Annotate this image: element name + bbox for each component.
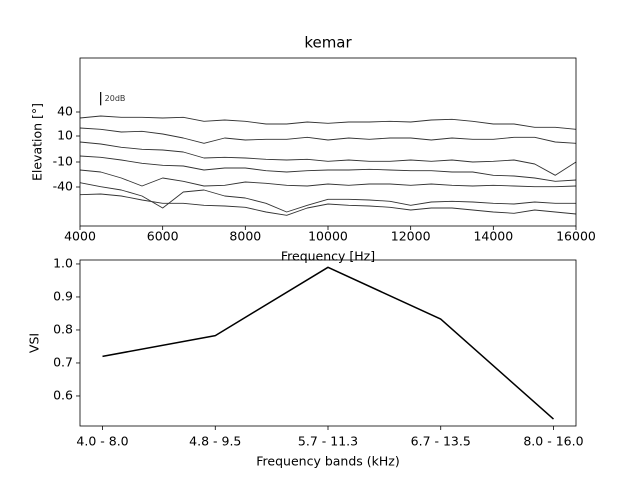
y-tick-label: 0.8: [53, 321, 73, 336]
data-line: [79, 182, 576, 213]
x-tick-label: 14000: [473, 229, 513, 244]
y-tick-label: 0.7: [53, 354, 73, 369]
data-line: [79, 141, 577, 176]
y-tick-label: -40: [53, 179, 73, 194]
y-axis-label: VSI: [27, 333, 42, 353]
axes-frame: [79, 259, 577, 427]
data-line: [79, 155, 577, 182]
axes-frame: [79, 57, 577, 227]
x-tick-label: 4000: [64, 229, 96, 244]
x-axis-label: Frequency bands (kHz): [256, 454, 399, 469]
x-tick-label: 12000: [391, 229, 431, 244]
x-tick-label: 8.0 - 16.0: [523, 434, 583, 449]
y-tick-label: -10: [53, 154, 73, 169]
x-tick-label: 4.0 - 8.0: [76, 434, 128, 449]
y-axis-label: Elevation [°]: [30, 103, 45, 181]
data-line: [79, 127, 577, 144]
y-tick-label: 10: [57, 128, 73, 143]
x-axis-label: Frequency [Hz]: [281, 249, 375, 264]
y-tick-label: 40: [57, 104, 73, 119]
scale-bar-label: 20dB: [105, 94, 126, 103]
x-tick-label: 8000: [229, 229, 261, 244]
data-line: [79, 193, 577, 216]
x-tick-label: 5.7 - 11.3: [298, 434, 358, 449]
x-tick-label: 6.7 - 13.5: [411, 434, 471, 449]
data-line: [79, 115, 577, 130]
x-tick-label: 6000: [147, 229, 179, 244]
y-tick-label: 0.9: [53, 288, 73, 303]
y-tick-label: 1.0: [53, 255, 73, 270]
data-line: [79, 169, 577, 188]
data-line: [102, 266, 554, 420]
x-tick-label: 10000: [308, 229, 348, 244]
chart-title: kemar: [304, 34, 352, 52]
y-tick-label: 0.6: [53, 387, 73, 402]
x-tick-label: 16000: [556, 229, 596, 244]
x-tick-label: 4.8 - 9.5: [189, 434, 241, 449]
